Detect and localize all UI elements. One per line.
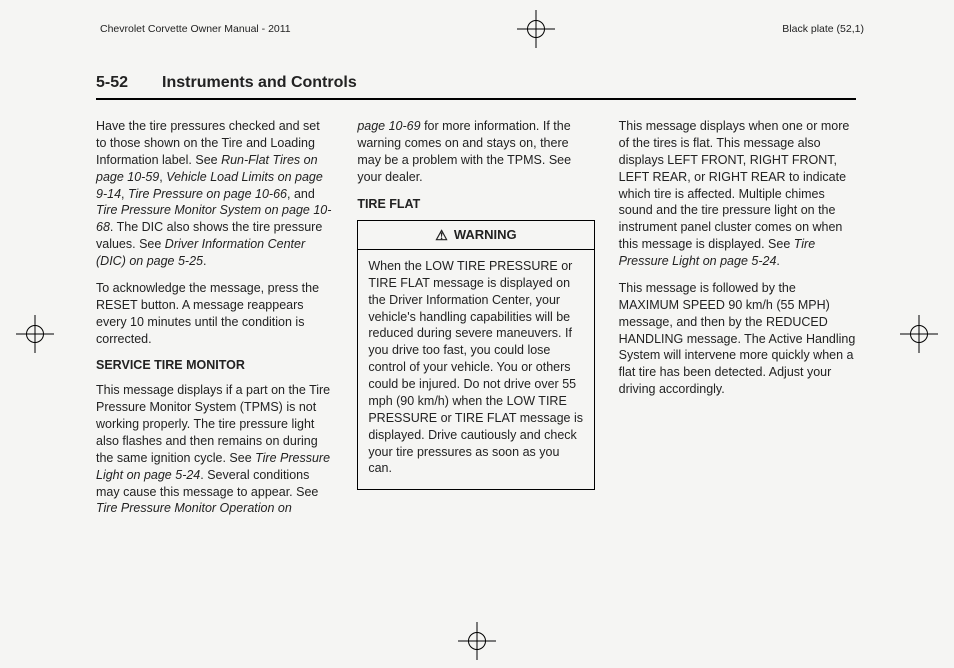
plate-info: Black plate (52,1) bbox=[782, 23, 864, 35]
registration-mark-bottom bbox=[458, 622, 496, 660]
body-text: Have the tire pressures checked and set … bbox=[96, 118, 333, 270]
registration-mark-top bbox=[517, 10, 555, 48]
print-top-bar: Chevrolet Corvette Owner Manual - 2011 B… bbox=[0, 10, 954, 48]
manual-title: Chevrolet Corvette Owner Manual - 2011 bbox=[100, 23, 291, 35]
body-text: This message displays if a part on the T… bbox=[96, 382, 333, 517]
column-3: This message displays when one or more o… bbox=[619, 118, 856, 527]
warning-triangle-icon: ⚠ bbox=[435, 228, 448, 242]
running-header: 5-52 Instruments and Controls bbox=[96, 74, 856, 100]
warning-box: ⚠ WARNING When the LOW TIRE PRESSURE or … bbox=[357, 220, 594, 490]
page-number: 5-52 bbox=[96, 74, 128, 92]
column-1: Have the tire pressures checked and set … bbox=[96, 118, 333, 527]
column-2: page 10-69 for more information. If the … bbox=[357, 118, 594, 527]
subheading-service-tire: SERVICE TIRE MONITOR bbox=[96, 357, 333, 374]
registration-mark-left bbox=[16, 315, 54, 353]
body-text: This message is followed by the MAXIMUM … bbox=[619, 280, 856, 398]
subheading-tire-flat: TIRE FLAT bbox=[357, 196, 594, 213]
text-columns: Have the tire pressures checked and set … bbox=[96, 118, 856, 527]
warning-body: When the LOW TIRE PRESSURE or TIRE FLAT … bbox=[358, 250, 593, 489]
warning-header: ⚠ WARNING bbox=[358, 221, 593, 250]
registration-mark-right bbox=[900, 315, 938, 353]
body-text: page 10-69 for more information. If the … bbox=[357, 118, 594, 186]
chapter-title: Instruments and Controls bbox=[162, 74, 357, 92]
page-content: 5-52 Instruments and Controls Have the t… bbox=[96, 74, 856, 527]
body-text: This message displays when one or more o… bbox=[619, 118, 856, 270]
warning-label: WARNING bbox=[454, 226, 517, 244]
body-text: To acknowledge the message, press the RE… bbox=[96, 280, 333, 348]
